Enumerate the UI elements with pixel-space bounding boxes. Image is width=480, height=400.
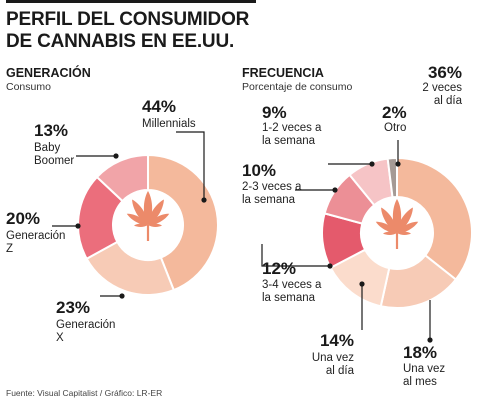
leader-line bbox=[261, 244, 330, 267]
title-rule bbox=[6, 0, 256, 3]
generation-title: GENERACIÓN bbox=[6, 66, 91, 80]
cannabis-leaf-icon bbox=[126, 191, 170, 241]
freq-2-day-label: 2 veces al día bbox=[422, 82, 462, 107]
title-line-1: PERFIL DEL CONSUMIDOR bbox=[6, 9, 250, 30]
freq-1-2-week-label: 1-2 veces a la semana bbox=[262, 122, 322, 147]
gen-x-value: 23% bbox=[56, 298, 91, 317]
leader-dot bbox=[113, 153, 119, 159]
freq-2-3-week-label: 2-3 veces a la semana bbox=[242, 181, 302, 206]
frequency-subtitle: Porcentaje de consumo bbox=[242, 81, 353, 93]
frequency-title: FRECUENCIA bbox=[242, 66, 324, 80]
generation-subtitle: Consumo bbox=[6, 81, 51, 93]
freq-other-value: 2% bbox=[382, 103, 407, 122]
donut-slice-2-veces-al-d-a bbox=[396, 156, 473, 281]
leader-dot bbox=[427, 337, 433, 343]
donut-slice-baby-boomer bbox=[95, 153, 149, 203]
leader-dot bbox=[369, 161, 375, 167]
page-title: PERFIL DEL CONSUMIDOR DE CANNABIS EN EE.… bbox=[6, 9, 306, 53]
freq-1-2-week-value: 9% bbox=[262, 103, 287, 122]
source-note: Fuente: Visual Capitalist / Gráfico: LR-… bbox=[6, 388, 163, 398]
freq-1-day-label: Una vez al día bbox=[311, 352, 354, 377]
freq-1-day-value: 14% bbox=[319, 331, 354, 350]
gen-x-label: Generación X bbox=[56, 319, 116, 344]
leader-dot bbox=[395, 161, 401, 167]
freq-1-month-value: 18% bbox=[403, 343, 438, 362]
gen-millennials-label: Millennials bbox=[142, 118, 196, 130]
freq-2-3-week-value: 10% bbox=[242, 161, 277, 180]
leader-dot bbox=[332, 187, 338, 193]
leader-dot bbox=[75, 223, 81, 229]
donut-slice-otro bbox=[386, 156, 398, 199]
gen-z-label: Generación Z bbox=[6, 230, 66, 255]
leader-line bbox=[176, 131, 205, 200]
gen-babyboomer-label: Baby Boomer bbox=[34, 142, 75, 167]
donut-slice-millennials bbox=[147, 153, 219, 292]
leader-dot bbox=[119, 293, 125, 299]
cannabis-leaf-icon bbox=[375, 199, 419, 249]
gen-millennials-value: 44% bbox=[142, 97, 177, 116]
freq-2-day-value: 36% bbox=[427, 63, 462, 82]
leader-dot bbox=[327, 263, 333, 269]
freq-3-4-week-value: 12% bbox=[262, 259, 297, 278]
gen-z-value: 20% bbox=[6, 209, 41, 228]
leader-dot bbox=[359, 281, 365, 287]
freq-other-label: Otro bbox=[384, 122, 407, 134]
freq-3-4-week-label: 3-4 veces a la semana bbox=[262, 279, 322, 304]
title-line-2: DE CANNABIS EN EE.UU. bbox=[6, 31, 235, 52]
freq-1-month-label: Una vez al mes bbox=[403, 363, 446, 388]
gen-babyboomer-value: 13% bbox=[34, 121, 69, 140]
leader-dot bbox=[201, 197, 207, 203]
